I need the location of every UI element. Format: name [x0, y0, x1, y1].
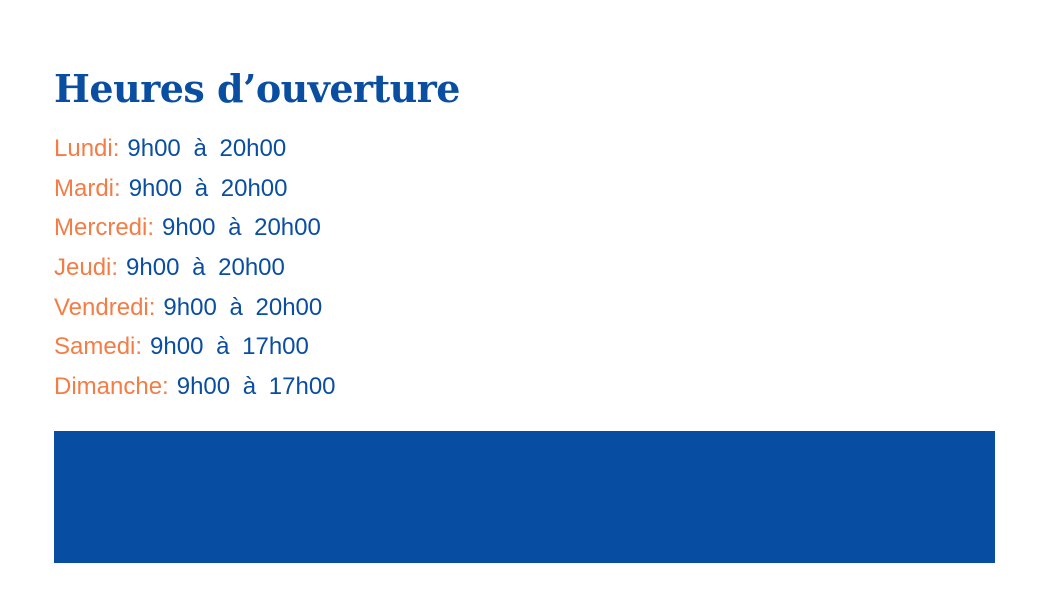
hours-row: Dimanche: 9h00 à 17h00	[54, 372, 336, 412]
hours-list: Lundi: 9h00 à 20h00 Mardi: 9h00 à 20h00 Me…	[54, 134, 336, 412]
hours-row: Samedi: 9h00 à 17h00	[54, 332, 336, 372]
time-range: 9h00 à 17h00	[176, 373, 336, 401]
day-label: Samedi:	[54, 333, 143, 361]
day-label: Dimanche:	[54, 373, 169, 401]
time-range: 9h00 à 20h00	[127, 135, 287, 162]
page-title: Heures d’ouverture	[54, 66, 460, 111]
time-range: 9h00 à 20h00	[126, 254, 285, 282]
time-range: 9h00 à 17h00	[150, 333, 309, 361]
day-label: Vendredi:	[54, 293, 156, 321]
day-label: Jeudi:	[54, 254, 119, 282]
hours-row: Jeudi: 9h00 à 20h00	[54, 253, 336, 293]
day-label: Lundi:	[54, 135, 120, 162]
time-range: 9h00 à 20h00	[128, 174, 288, 202]
time-range: 9h00 à 20h00	[163, 293, 323, 321]
hours-row: Lundi: 9h00 à 20h00	[54, 134, 336, 174]
blue-banner	[54, 431, 995, 563]
day-label: Mardi:	[54, 174, 121, 202]
time-range: 9h00 à 20h00	[162, 214, 321, 242]
hours-row: Mardi: 9h00 à 20h00	[54, 174, 336, 214]
hours-row: Mercredi: 9h00 à 20h00	[54, 213, 336, 253]
day-label: Mercredi:	[54, 214, 155, 242]
hours-row: Vendredi: 9h00 à 20h00	[54, 293, 336, 333]
